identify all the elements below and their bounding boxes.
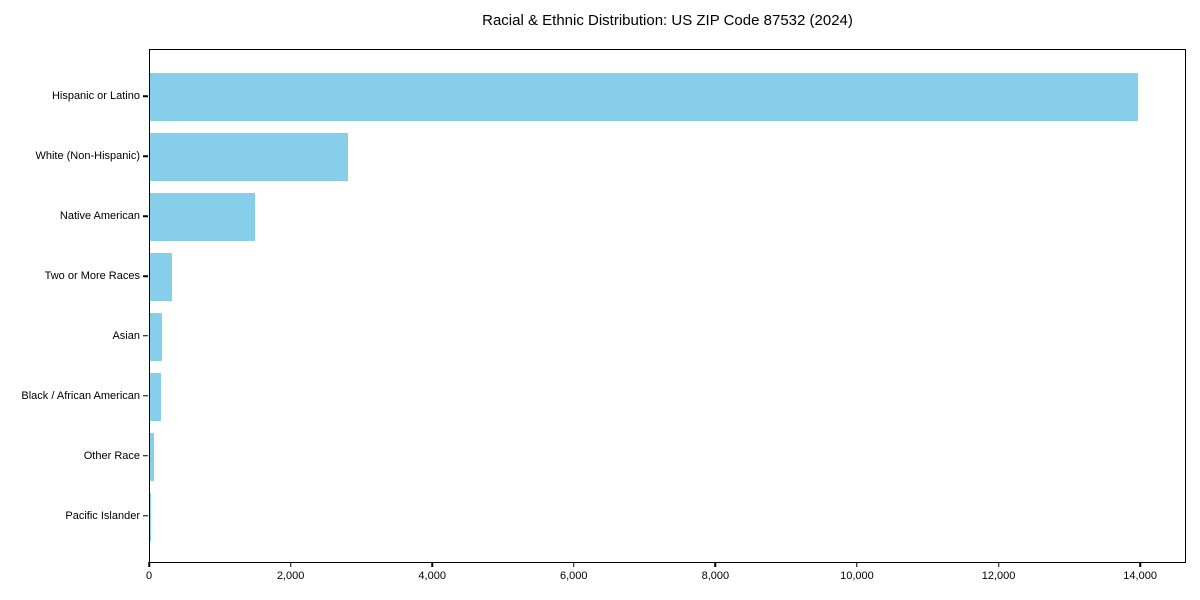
bar-two-or-more-races [150, 253, 172, 302]
y-axis-label-native-american: Native American [59, 210, 140, 223]
plot-area [149, 49, 1186, 563]
y-tick-mark [143, 335, 148, 337]
x-tick-mark [289, 562, 292, 567]
x-tick-label: 10,000 [840, 570, 874, 582]
x-tick-label: 6,000 [560, 570, 588, 582]
bar-hispanic-or-latino [150, 73, 1138, 122]
x-tick-mark [148, 562, 150, 567]
x-tick-label: 12,000 [981, 570, 1016, 582]
y-axis-label-pacific-islander: Pacific Islander [65, 509, 140, 522]
x-tick-label: 14,000 [1123, 570, 1157, 582]
x-tick-mark [856, 562, 858, 567]
x-tick-mark [431, 562, 433, 567]
x-tick-mark [997, 562, 1000, 567]
x-tick-mark [573, 562, 575, 567]
x-tick-label: 8,000 [701, 570, 730, 582]
y-axis-label-other-race: Other Race [83, 449, 140, 462]
chart-title: Racial & Ethnic Distribution: US ZIP Cod… [482, 12, 853, 29]
y-axis-label-hispanic-or-latino: Hispanic or Latino [51, 90, 140, 103]
y-tick-mark [143, 395, 148, 397]
bar-black-african-american [150, 372, 161, 421]
y-tick-mark [143, 455, 148, 457]
y-tick-mark [143, 514, 148, 517]
bar-asian [150, 312, 162, 361]
y-tick-mark [143, 155, 148, 157]
bar-native-american [150, 193, 255, 242]
y-axis-label-asian: Asian [112, 329, 140, 342]
y-axis-label-white-non-hispanic: White (Non-Hispanic) [35, 150, 140, 163]
y-tick-mark [143, 215, 148, 217]
y-axis-label-two-or-more-races: Two or More Races [44, 270, 140, 283]
y-tick-mark [143, 275, 148, 277]
x-tick-mark [714, 562, 717, 567]
bar-other-race [150, 432, 155, 481]
y-tick-mark [143, 95, 148, 98]
x-tick-mark [1139, 562, 1141, 567]
x-tick-label: 2,000 [276, 570, 305, 582]
bar-white-non-hispanic [150, 133, 349, 182]
y-axis-label-black-african-american: Black / African American [21, 389, 140, 402]
x-tick-label: 0 [145, 570, 153, 582]
x-tick-label: 4,000 [418, 570, 446, 582]
